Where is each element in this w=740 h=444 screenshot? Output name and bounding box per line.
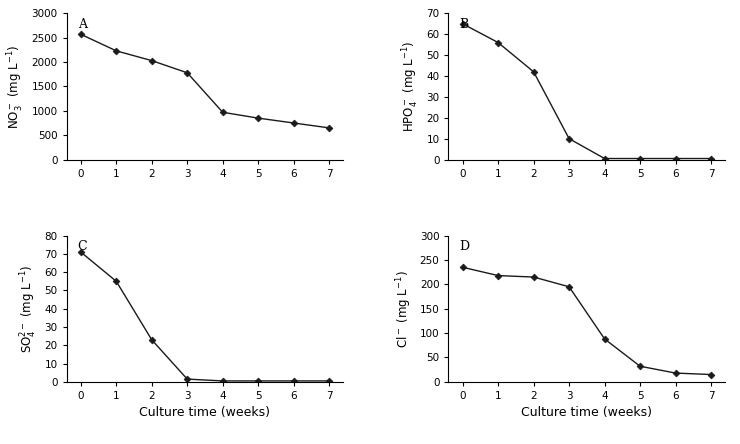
Text: A: A bbox=[78, 18, 87, 31]
Text: C: C bbox=[78, 240, 87, 253]
X-axis label: Culture time (weeks): Culture time (weeks) bbox=[522, 406, 653, 420]
Y-axis label: HPO$_4^-$ (mg L$^{-1}$): HPO$_4^-$ (mg L$^{-1}$) bbox=[400, 41, 421, 132]
Text: B: B bbox=[460, 18, 469, 31]
Text: D: D bbox=[460, 240, 470, 253]
Y-axis label: NO$_3^-$ (mg L$^{-1}$): NO$_3^-$ (mg L$^{-1}$) bbox=[6, 44, 26, 129]
Y-axis label: SO$_4^{2-}$ (mg L$^{-1}$): SO$_4^{2-}$ (mg L$^{-1}$) bbox=[18, 265, 39, 353]
X-axis label: Culture time (weeks): Culture time (weeks) bbox=[139, 406, 270, 420]
Y-axis label: Cl$^-$ (mg L$^{-1}$): Cl$^-$ (mg L$^{-1}$) bbox=[394, 270, 414, 348]
